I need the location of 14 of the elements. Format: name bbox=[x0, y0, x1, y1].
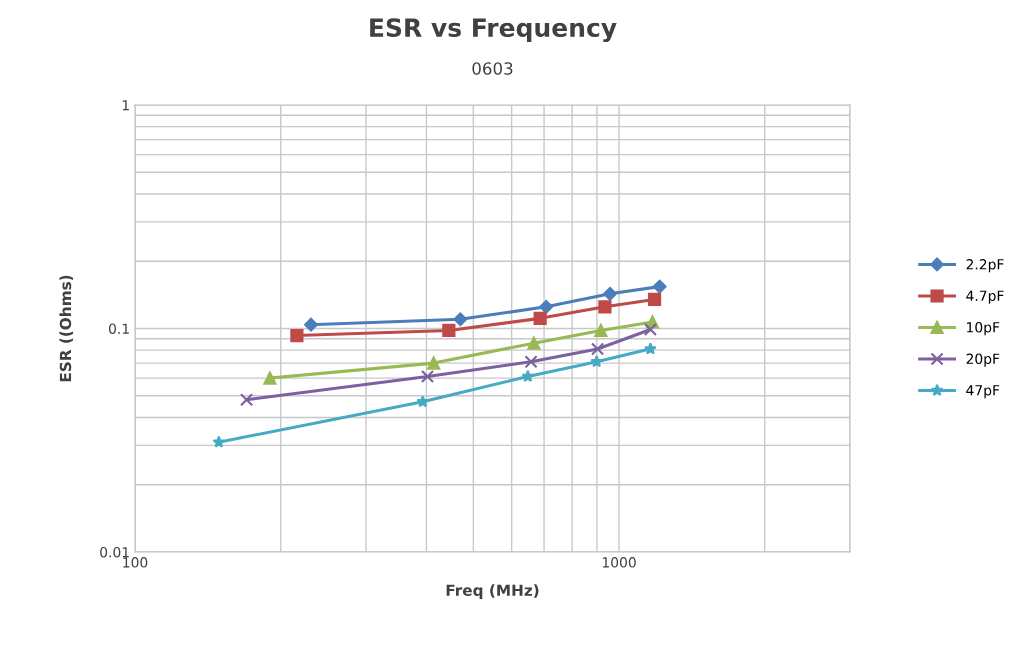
x-axis-title: Freq (MHz) bbox=[446, 584, 539, 599]
x-tick-label: 100 bbox=[123, 557, 148, 568]
legend-label: 4.7pF bbox=[966, 290, 1004, 304]
legend-label: 2.2pF bbox=[966, 259, 1004, 273]
y-tick-label: 1 bbox=[122, 100, 129, 111]
legend-label: 10pF bbox=[967, 322, 1000, 336]
legend-label: 20pF bbox=[966, 353, 1000, 367]
y-axis-title: ESR ((Ohms) bbox=[59, 275, 74, 382]
legend-label: 47pF bbox=[966, 385, 1000, 399]
y-tick-label: 0.01 bbox=[100, 546, 129, 558]
chart-title: ESR vs Frequency bbox=[370, 18, 617, 43]
y-tick-label: 0.1 bbox=[108, 323, 129, 334]
chart-subtitle: 0603 bbox=[472, 62, 513, 75]
x-tick-label: 1000 bbox=[602, 557, 636, 568]
